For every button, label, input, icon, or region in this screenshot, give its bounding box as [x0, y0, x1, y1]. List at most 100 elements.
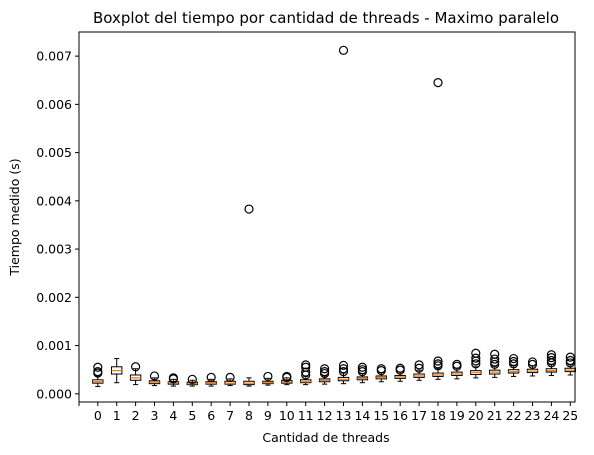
- outlier-point: [301, 362, 311, 372]
- outlier-point: [508, 353, 519, 364]
- outlier-point: [338, 367, 349, 377]
- outlier-point: [546, 355, 557, 366]
- outlier-point: [301, 367, 311, 377]
- x-axis-label: Cantidad de threads: [262, 430, 389, 445]
- y-tick-label: 0.007: [36, 49, 72, 64]
- box-12: [318, 364, 331, 385]
- box-10: [281, 371, 293, 386]
- box-6: [205, 372, 217, 387]
- y-tick-label: 0.004: [36, 193, 72, 208]
- outlier-point: [395, 363, 405, 373]
- y-tick-label: 0.000: [36, 386, 72, 401]
- axes-frame: [78, 31, 576, 403]
- x-tick-label: 16: [392, 408, 408, 423]
- x-tick-label: 2: [132, 408, 140, 423]
- x-tick-label: 22: [506, 408, 522, 423]
- y-tick-label: 0.001: [36, 338, 72, 353]
- box-23: [526, 357, 539, 377]
- outlier-point: [508, 356, 519, 367]
- x-tick-label: 19: [449, 408, 465, 423]
- outlier-point: [206, 372, 216, 382]
- outlier-point: [508, 359, 519, 369]
- x-tick-label: 3: [151, 408, 159, 423]
- box-9: [262, 371, 274, 386]
- outlier-point: [357, 362, 367, 372]
- outlier-point: [244, 204, 254, 214]
- x-tick-label: 11: [298, 408, 314, 423]
- x-tick-label: 5: [188, 408, 196, 423]
- box-14: [356, 362, 369, 384]
- x-tick-label: 12: [317, 408, 333, 423]
- x-tick-label: 0: [94, 408, 102, 423]
- x-tick-label: 10: [279, 408, 295, 423]
- outlier-point: [376, 364, 386, 374]
- x-tick-label: 14: [354, 408, 370, 423]
- outlier-point: [263, 371, 273, 382]
- outlier-point: [471, 359, 481, 369]
- x-tick-label: 18: [430, 408, 446, 423]
- box-21: [489, 349, 501, 378]
- outlier-point: [414, 360, 424, 370]
- box-20: [470, 348, 482, 379]
- outlier-point: [225, 372, 235, 382]
- box-8: [243, 204, 255, 387]
- outlier-point: [282, 371, 292, 382]
- outlier-point: [565, 358, 575, 368]
- box-4: [167, 373, 180, 387]
- y-tick-label: 0.005: [36, 145, 72, 160]
- plot-area: [92, 45, 576, 388]
- x-tick-label: 25: [562, 408, 578, 423]
- x-axis: 0 1 2 3 4 5 6 7 8 9 10 11 12 13 14 15 16 17 18 19 20 21 22 23 24…: [78, 402, 578, 423]
- y-tick-label: 0.006: [36, 97, 72, 112]
- outlier-point: [433, 78, 443, 88]
- outlier-point: [565, 355, 575, 366]
- outlier-point: [546, 353, 557, 363]
- outlier-point: [338, 364, 349, 374]
- outlier-point: [452, 359, 462, 369]
- outlier-point: [490, 359, 500, 369]
- x-tick-label: 7: [226, 408, 234, 423]
- y-axis-label: Tiempo medido (s): [7, 158, 22, 276]
- outlier-point: [414, 363, 424, 373]
- box-16: [394, 363, 406, 382]
- outlier-point: [93, 367, 103, 377]
- outlier-point: [301, 360, 311, 370]
- x-tick-label: 24: [543, 408, 559, 423]
- chart-title: Boxplot del tiempo por cantidad de threa…: [93, 9, 559, 27]
- x-tick-label: 1: [113, 408, 121, 423]
- x-tick-label: 9: [264, 408, 272, 423]
- outlier-point: [168, 373, 178, 383]
- outlier-point: [338, 45, 349, 55]
- box-13: [337, 45, 350, 385]
- box-1: [111, 358, 123, 384]
- box-0: [92, 362, 104, 388]
- box-22: [507, 353, 520, 377]
- box-19: [451, 359, 463, 380]
- outlier-point: [338, 360, 349, 370]
- box-17: [413, 360, 425, 381]
- outlier-point: [93, 362, 103, 372]
- x-tick-label: 21: [487, 408, 503, 423]
- x-tick-label: 17: [411, 408, 427, 423]
- box-3: [148, 371, 161, 387]
- box-18: [432, 78, 444, 380]
- x-tick-label: 20: [468, 408, 484, 423]
- box-24: [545, 350, 558, 376]
- box-15: [375, 364, 388, 383]
- outlier-point: [149, 371, 160, 381]
- x-tick-label: 6: [207, 408, 215, 423]
- outlier-point: [433, 359, 443, 369]
- y-axis: 0.000 0.001 0.002 0.003 0.004 0.005 0.006 0.007: [36, 49, 79, 401]
- x-tick-label: 8: [245, 408, 253, 423]
- outlier-point: [527, 359, 538, 369]
- x-tick-label: 23: [525, 408, 541, 423]
- outlier-point: [471, 348, 481, 358]
- y-tick-label: 0.002: [36, 290, 72, 305]
- box-2: [129, 362, 142, 386]
- outlier-point: [527, 357, 538, 367]
- x-tick-label: 15: [373, 408, 389, 423]
- outlier-point: [433, 356, 443, 366]
- outlier-point: [320, 367, 330, 377]
- outlier-point: [357, 365, 367, 375]
